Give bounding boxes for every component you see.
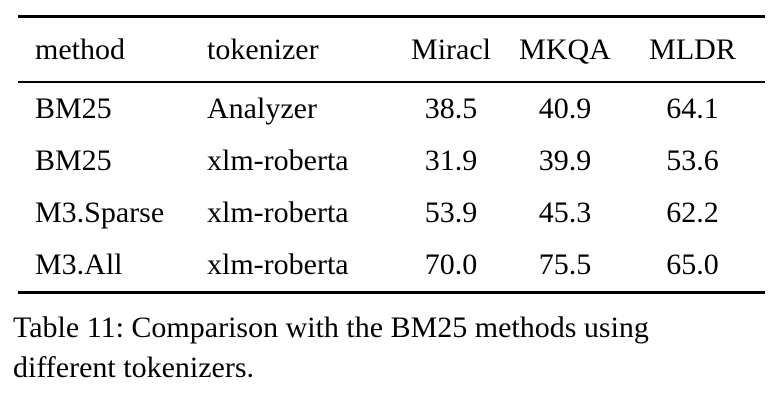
cell-miracl: 38.5: [424, 92, 478, 125]
cell-mkqa: 39.9: [538, 144, 592, 177]
table-row: BM25 xlm-roberta 31.9 39.9 53.6: [18, 135, 765, 187]
cell-tokenizer: xlm-roberta: [207, 248, 349, 281]
cell-miracl: 31.9: [424, 144, 478, 177]
cell-mkqa: 75.5: [538, 248, 592, 281]
table-caption: Table 11: Comparison with the BM25 metho…: [13, 311, 649, 384]
cell-mldr: 62.2: [666, 196, 719, 229]
col-header-miracl: Miracl: [392, 16, 510, 83]
cell-tokenizer: Analyzer: [207, 92, 317, 125]
cell-method: BM25: [35, 92, 112, 125]
col-header-method: method: [18, 16, 207, 83]
cell-miracl: 53.9: [424, 196, 478, 229]
table-header-row: method tokenizer Miracl MKQA MLDR: [18, 16, 765, 83]
cell-method: M3.Sparse: [35, 196, 165, 229]
col-header-tokenizer: tokenizer: [207, 16, 392, 83]
cell-tokenizer: xlm-roberta: [207, 144, 349, 177]
table-row: BM25 Analyzer 38.5 40.9 64.1: [18, 82, 765, 135]
cell-tokenizer: xlm-roberta: [207, 196, 349, 229]
table-row: M3.All xlm-roberta 70.0 75.5 65.0: [18, 239, 765, 293]
col-header-mkqa: MKQA: [510, 16, 620, 83]
col-header-mldr: MLDR: [620, 16, 765, 83]
cell-method: BM25: [35, 144, 112, 177]
comparison-table: method tokenizer Miracl MKQA MLDR BM25 A…: [18, 15, 765, 294]
cell-miracl: 70.0: [424, 248, 478, 281]
cell-mldr: 53.6: [666, 144, 719, 177]
cell-mldr: 64.1: [666, 92, 719, 125]
cell-method: M3.All: [35, 248, 123, 281]
table-row: M3.Sparse xlm-roberta 53.9 45.3 62.2: [18, 187, 765, 239]
cell-mkqa: 40.9: [538, 92, 592, 125]
results-table: method tokenizer Miracl MKQA MLDR BM25 A…: [18, 15, 765, 294]
cell-mldr: 65.0: [666, 248, 719, 281]
cell-mkqa: 45.3: [538, 196, 592, 229]
